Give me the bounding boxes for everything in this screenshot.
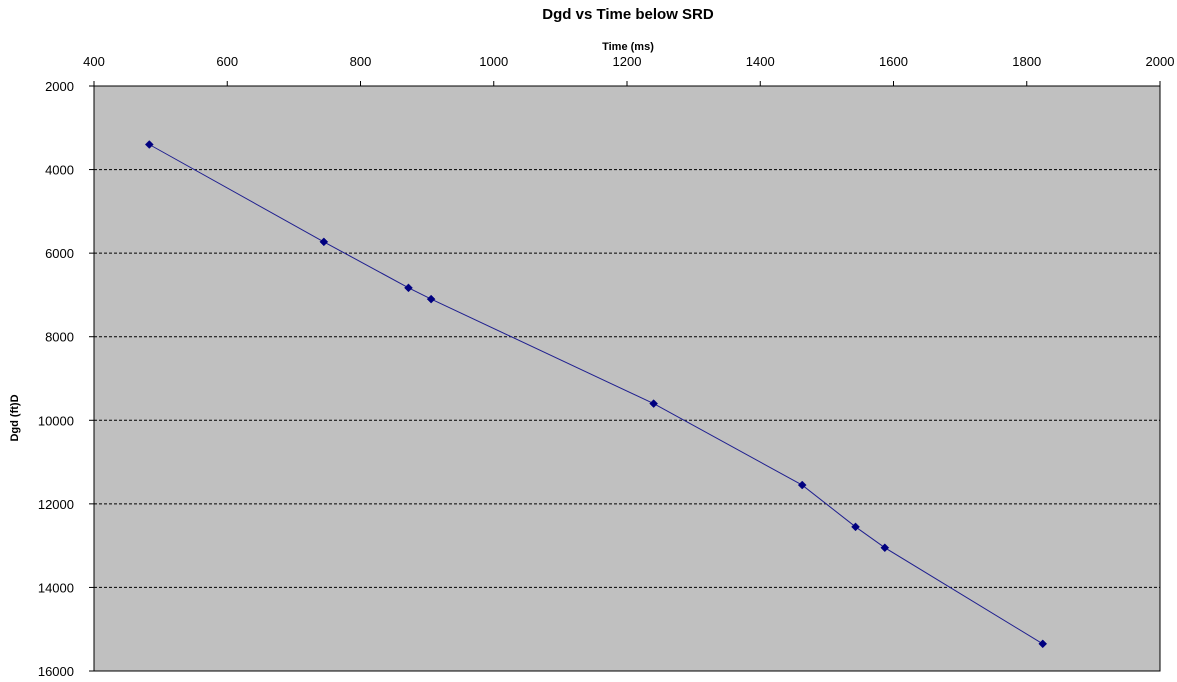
- y-tick-label: 16000: [38, 664, 74, 679]
- x-tick-label: 800: [350, 54, 372, 69]
- x-tick-label: 600: [216, 54, 238, 69]
- y-tick-label: 6000: [45, 246, 74, 261]
- chart-title: Dgd vs Time below SRD: [542, 6, 714, 23]
- axes: 400 600 800 1000 1200 1400 1600 1800 2000 2000 400…: [38, 54, 1175, 679]
- x-tick-label: 1600: [879, 54, 908, 69]
- data-point: [649, 399, 659, 408]
- data-point: [797, 480, 807, 490]
- x-tick-label: 1200: [613, 54, 642, 69]
- data-point: [880, 543, 890, 553]
- x-tick-label: 1800: [1012, 54, 1041, 69]
- x-tick-label: 1000: [479, 54, 508, 69]
- y-tick-label: 8000: [45, 330, 74, 345]
- x-tick-label: 400: [83, 54, 105, 69]
- data-point: [426, 294, 436, 304]
- y-tick-label: 10000: [38, 413, 74, 428]
- grid-lines: [94, 169, 1160, 588]
- data-point: [319, 237, 329, 247]
- data-point: [1038, 639, 1048, 649]
- plot-area: [93, 85, 1161, 672]
- y-axis-title: Dgd (ft)D: [9, 394, 21, 441]
- data-series: [144, 140, 1048, 649]
- data-point: [404, 283, 413, 293]
- y-tick-label: 14000: [38, 580, 74, 595]
- y-tick-label: 12000: [38, 497, 74, 512]
- data-point: [144, 140, 154, 149]
- x-tick-label: 1400: [746, 54, 775, 69]
- x-tick-label: 2000: [1146, 54, 1175, 69]
- x-axis-title: Time (ms): [602, 41, 654, 53]
- y-tick-label: 2000: [45, 79, 74, 94]
- y-tick-label: 4000: [45, 163, 74, 178]
- data-point: [851, 522, 860, 532]
